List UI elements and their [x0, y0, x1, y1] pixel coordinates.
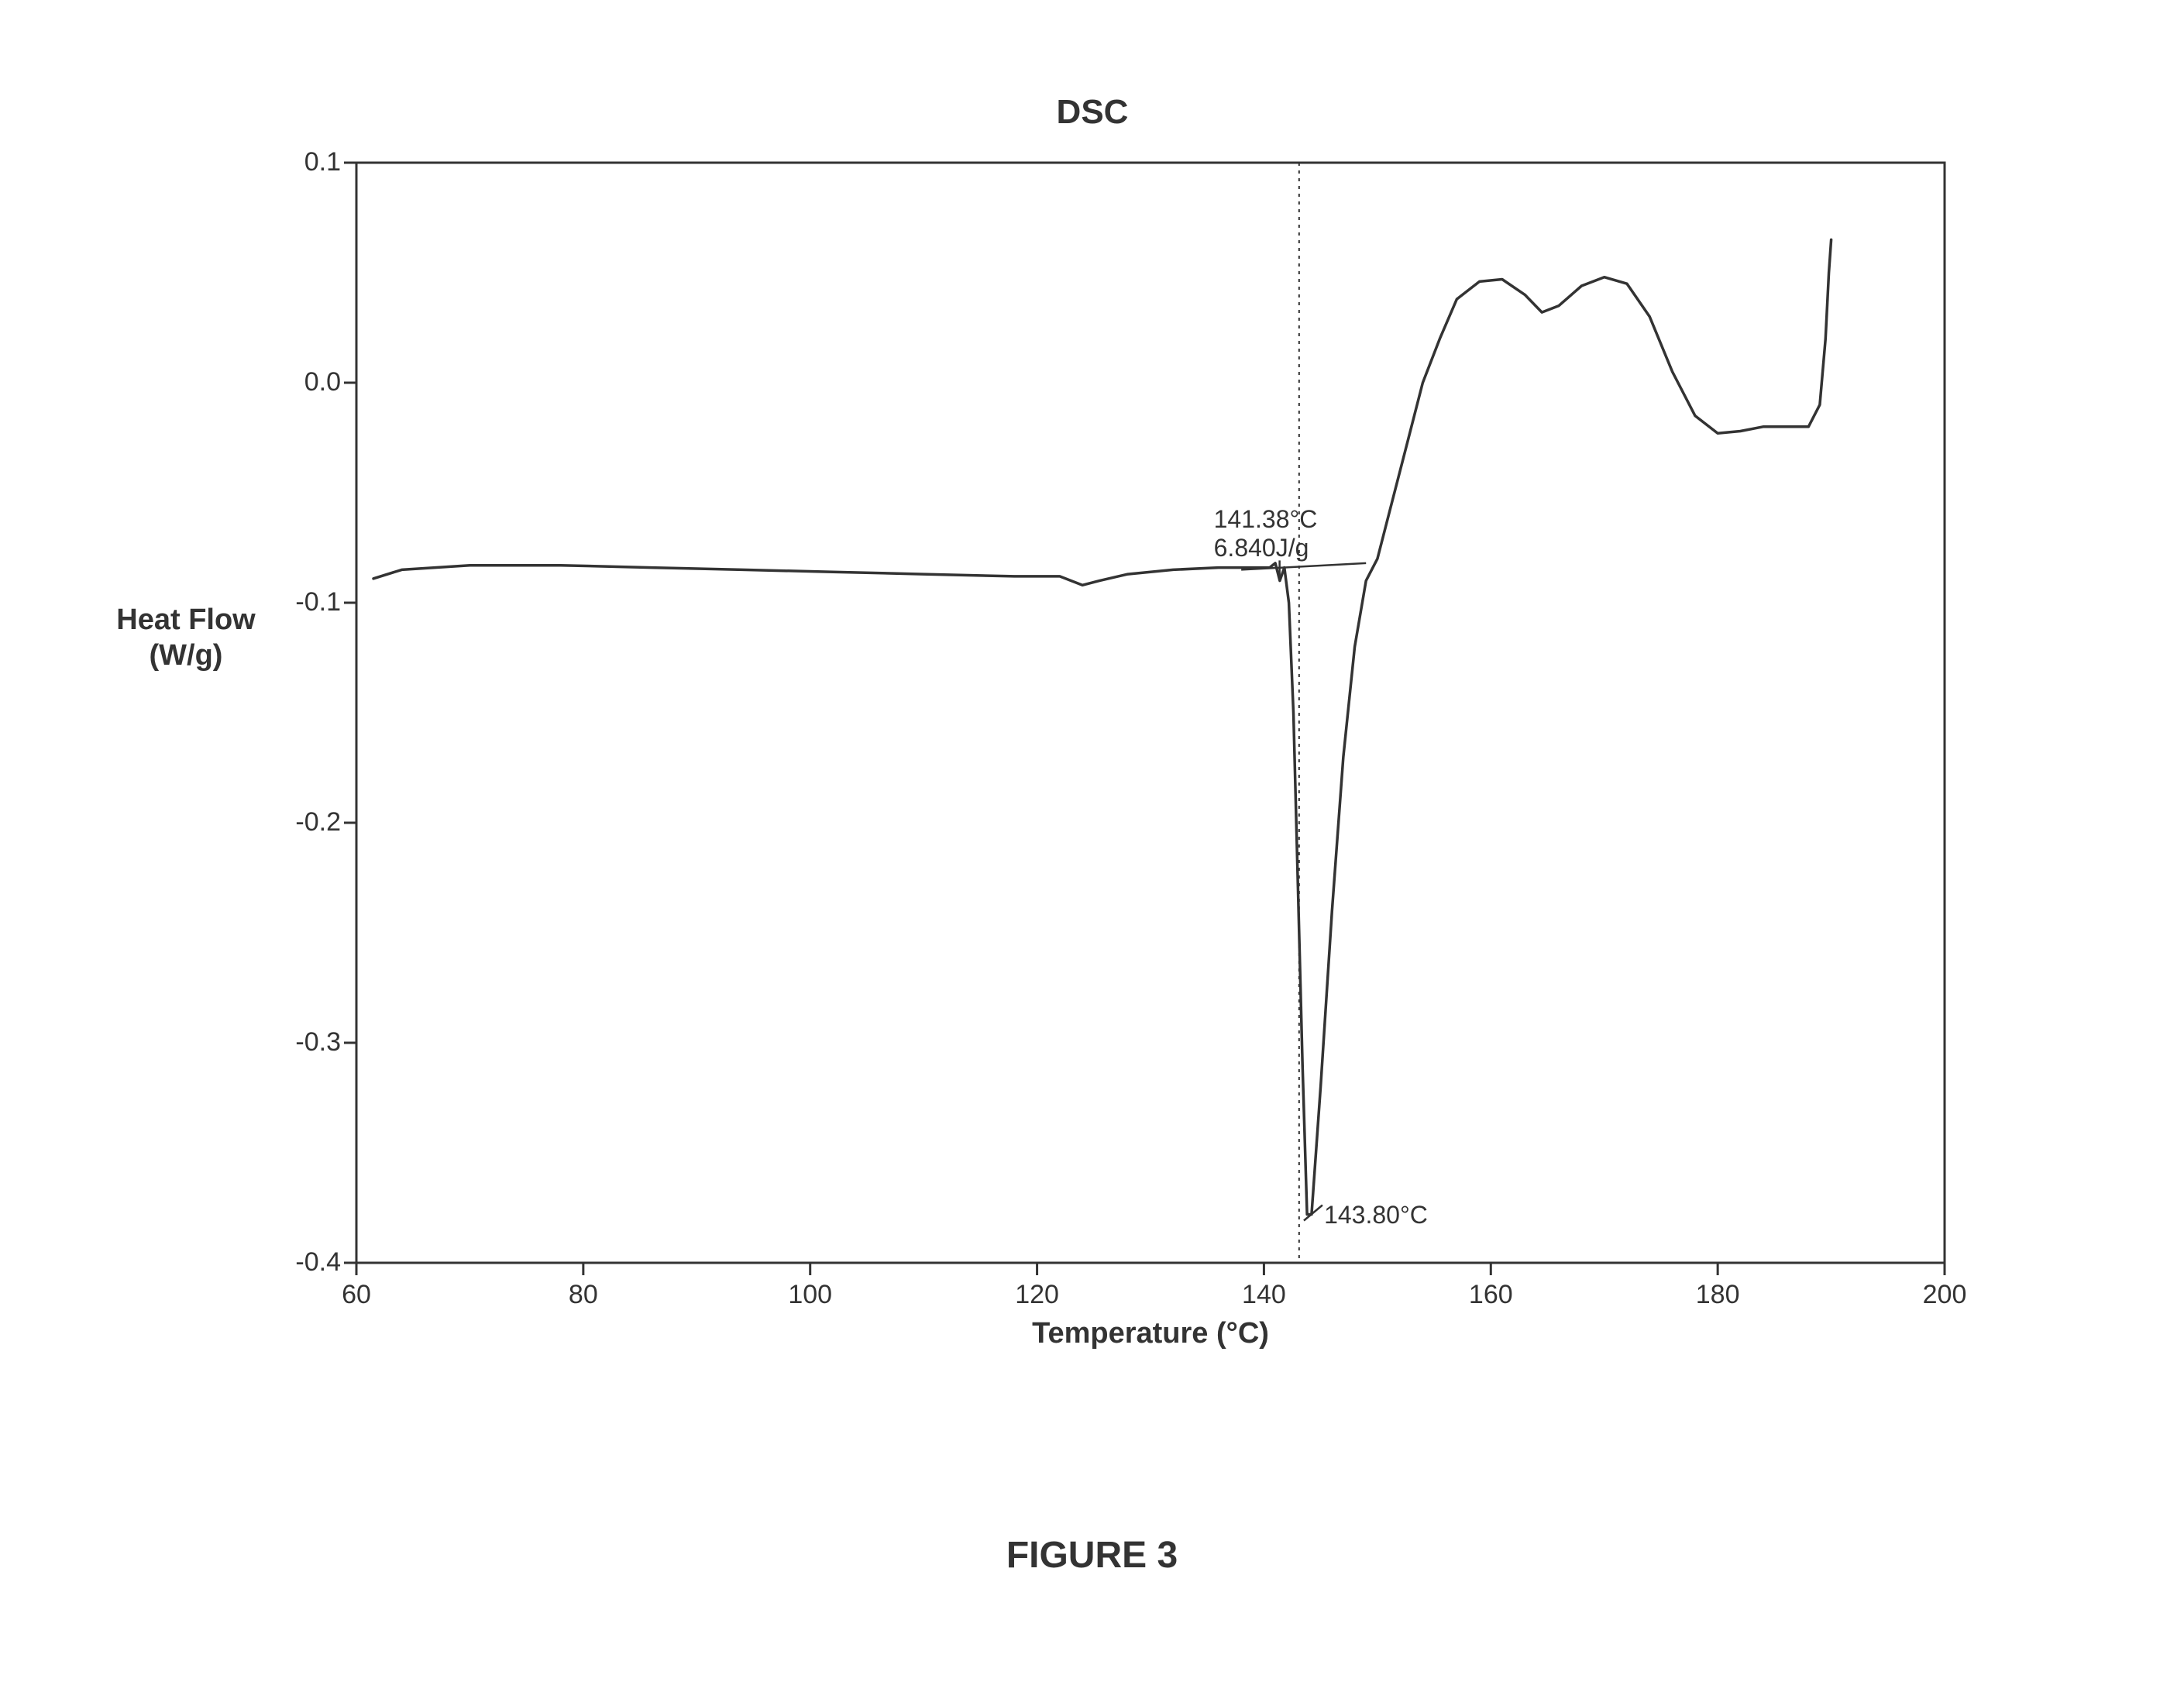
- x-axis-label: Temperature (°C): [356, 1317, 1945, 1350]
- chart-title: DSC: [201, 93, 1983, 132]
- y-tick-label: 0.1: [263, 147, 341, 177]
- y-axis-label: Heat Flow (W/g): [108, 603, 263, 673]
- y-tick-label: -0.2: [263, 807, 341, 837]
- x-tick-label: 180: [1687, 1280, 1749, 1310]
- x-tick-label: 200: [1914, 1280, 1976, 1310]
- onset-annotation: 141.38°C 6.840J/g: [1214, 505, 1318, 562]
- y-axis-label-line2: (W/g): [150, 639, 223, 672]
- y-axis-label-line1: Heat Flow: [116, 604, 255, 636]
- y-tick-label: -0.4: [263, 1247, 341, 1278]
- onset-enthalpy-label: 6.840J/g: [1214, 534, 1309, 562]
- x-tick-label: 80: [552, 1280, 614, 1310]
- y-tick-label: -0.1: [263, 587, 341, 617]
- page: DSC Heat Flow (W/g) Temperature (°C) 141…: [0, 0, 2184, 1699]
- x-tick-label: 160: [1460, 1280, 1522, 1310]
- x-tick-label: 60: [325, 1280, 387, 1310]
- peak-annotation: 143.80°C: [1324, 1201, 1428, 1230]
- onset-temp-label: 141.38°C: [1214, 505, 1318, 533]
- figure-caption: FIGURE 3: [0, 1534, 2184, 1577]
- y-tick-label: 0.0: [263, 367, 341, 397]
- x-tick-label: 100: [779, 1280, 841, 1310]
- dsc-chart: DSC Heat Flow (W/g) Temperature (°C) 141…: [201, 93, 1983, 1487]
- x-tick-label: 120: [1006, 1280, 1068, 1310]
- chart-plot-svg: [201, 93, 1983, 1333]
- x-tick-label: 140: [1233, 1280, 1295, 1310]
- y-tick-label: -0.3: [263, 1027, 341, 1058]
